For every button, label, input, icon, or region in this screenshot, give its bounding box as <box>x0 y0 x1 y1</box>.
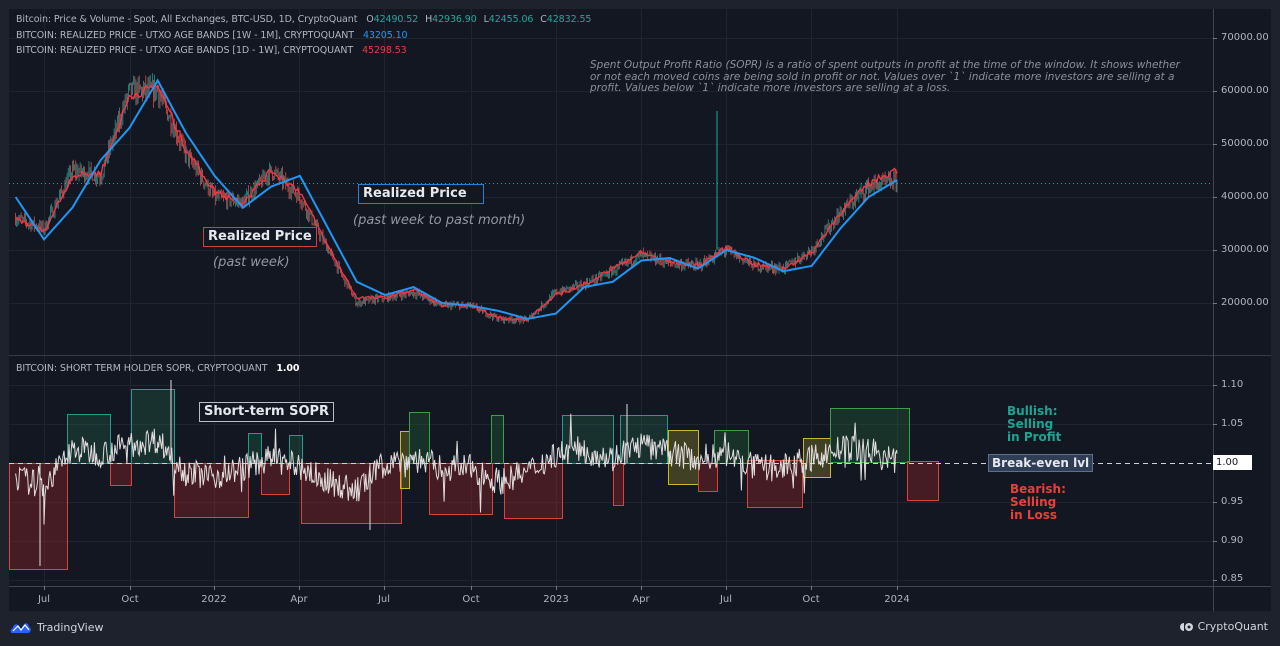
time-axis-label: Jul <box>377 594 391 605</box>
time-axis-label: Oct <box>462 594 480 605</box>
legend-rp-1d-1w-title: BITCOIN: REALIZED PRICE - UTXO AGE BANDS… <box>16 45 354 56</box>
bullish-region <box>491 415 504 464</box>
cryptoquant-mark-icon <box>1179 622 1193 631</box>
legend-close-value: 42832.55 <box>546 14 592 25</box>
tradingview-cloud-icon <box>10 623 31 633</box>
annotation-rp-past-week-sub: (past week) <box>213 255 290 270</box>
gridlines <box>9 9 1213 586</box>
bearish-region <box>613 463 624 506</box>
legend-close-label: C <box>540 14 547 25</box>
time-axis-label: Oct <box>802 594 820 605</box>
legend-rp-1d-1w-value: 45298.53 <box>362 45 407 56</box>
sopr-regions <box>9 389 939 570</box>
bearish-line-2: Selling <box>1010 495 1057 509</box>
time-axis-label: Jul <box>37 594 51 605</box>
annotation-bullish: Bullish: Selling in Profit <box>1007 405 1061 444</box>
cryptoquant-logo[interactable]: CryptoQuant <box>1179 620 1268 633</box>
time-axis-label: Apr <box>632 594 650 605</box>
time-axis-label: Oct <box>121 594 139 605</box>
price-pane[interactable] <box>9 73 1213 325</box>
bearish-line-1: Bearish: <box>1010 482 1066 496</box>
axis-ticks <box>44 38 1217 590</box>
legend-rp-1w-1m-title: BITCOIN: REALIZED PRICE - UTXO AGE BANDS… <box>16 30 355 41</box>
cryptoquant-brand: CryptoQuant <box>1197 620 1268 633</box>
annotation-bearish: Bearish: Selling in Loss <box>1010 483 1066 522</box>
sopr-axis-label: 0.85 <box>1221 573 1244 584</box>
price-axis-label: 20000.00 <box>1221 297 1269 308</box>
legend-rp-1w-1m-value: 43205.10 <box>362 30 408 41</box>
time-axis-label: 2023 <box>543 594 569 605</box>
bullish-region <box>620 415 668 464</box>
bearish-line-3: in Loss <box>1010 508 1058 522</box>
time-axis-label: Jul <box>719 594 733 605</box>
sopr-line <box>15 413 898 525</box>
bearish-region <box>9 463 68 570</box>
bullish-line-1: Bullish: <box>1007 404 1058 418</box>
bullish-region <box>409 412 430 464</box>
legend-low-value: 42455.06 <box>488 14 534 25</box>
sopr-pane[interactable] <box>9 380 1213 570</box>
sopr-description: Spent Output Profit Ratio (SOPR) is a ra… <box>590 59 1180 94</box>
sopr-axis-label: 0.95 <box>1221 496 1244 507</box>
legend-high-value: 42936.90 <box>432 14 477 25</box>
annotation-rp-past-month-sub: (past week to past month) <box>353 213 526 228</box>
legend-price-title: Bitcoin: Price & Volume - Spot, All Exch… <box>16 14 358 25</box>
legend-sopr-value: 1.00 <box>276 363 300 374</box>
bearish-region <box>110 463 132 486</box>
bullish-line-3: in Profit <box>1007 430 1062 444</box>
bearish-region <box>698 463 718 492</box>
price-axis-label: 60000.00 <box>1221 85 1269 96</box>
sopr-axis-label: 1.05 <box>1221 418 1244 429</box>
price-axis-label: 30000.00 <box>1221 244 1269 255</box>
legend-sopr-title: BITCOIN: SHORT TERM HOLDER SOPR, CRYPTOQ… <box>16 363 268 374</box>
tradingview-logo[interactable]: TradingView <box>10 620 103 634</box>
time-axis-label: 2024 <box>884 594 910 605</box>
sopr-axis-label: 0.90 <box>1221 535 1244 546</box>
legend-sopr[interactable]: BITCOIN: SHORT TERM HOLDER SOPR, CRYPTOQ… <box>16 363 299 374</box>
price-axis-label: 50000.00 <box>1221 138 1269 149</box>
bearish-region <box>907 461 939 501</box>
sopr-axis-label: 1.10 <box>1221 379 1244 390</box>
plot-background <box>9 9 1271 611</box>
legend-open-value: 42490.52 <box>373 14 419 25</box>
legend-rp-1w-1m[interactable]: BITCOIN: REALIZED PRICE - UTXO AGE BANDS… <box>16 30 408 41</box>
price-axis-label: 70000.00 <box>1221 32 1269 43</box>
bullish-line-2: Selling <box>1007 417 1054 431</box>
legend-price[interactable]: Bitcoin: Price & Volume - Spot, All Exch… <box>16 14 591 25</box>
rp-1w-1m-line <box>14 78 898 320</box>
annotation-rp-past-month: Realized Price <box>358 184 484 204</box>
annotation-breakeven: Break-even lvl <box>988 454 1094 472</box>
annotation-rp-past-week: Realized Price <box>203 227 317 247</box>
legend-rp-1d-1w[interactable]: BITCOIN: REALIZED PRICE - UTXO AGE BANDS… <box>16 45 407 56</box>
bearish-region <box>504 463 563 519</box>
bearish-region <box>261 463 290 495</box>
annotation-short-term-sopr: Short-term SOPR <box>199 402 335 422</box>
time-axis-label: Apr <box>290 594 308 605</box>
price-axis-label: 40000.00 <box>1221 191 1269 202</box>
sopr-current-value-badge: 1.00 <box>1213 455 1252 470</box>
legend-high-label: H <box>425 14 433 25</box>
tradingview-brand: TradingView <box>37 620 104 634</box>
legend-low-label: L <box>483 14 489 25</box>
time-axis-label: 2022 <box>201 594 227 605</box>
legend-open-label: O <box>366 14 374 25</box>
